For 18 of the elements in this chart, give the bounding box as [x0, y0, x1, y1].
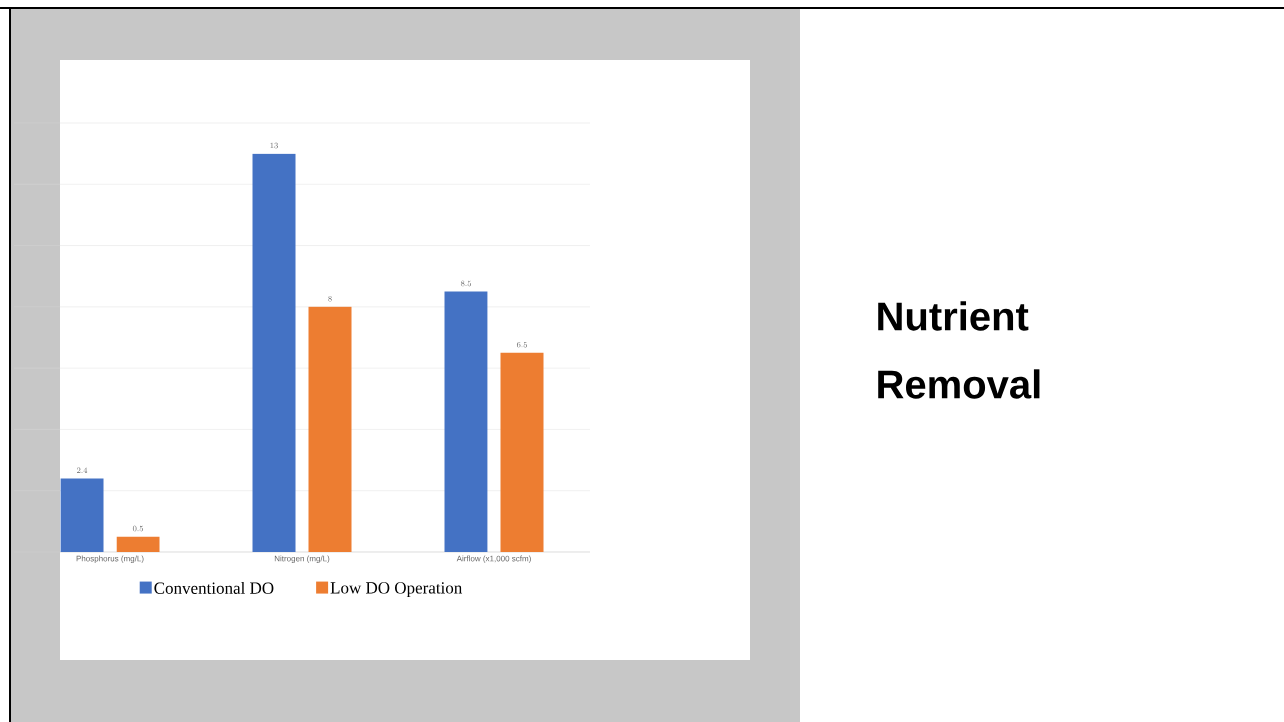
- bar: [116, 536, 160, 552]
- x-tick-label: Airflow (x1,000 scfm): [456, 555, 531, 563]
- bar: [252, 153, 296, 552]
- data-label: 6.5: [516, 341, 527, 348]
- bar: [308, 306, 352, 552]
- text: Nutrient Removal: [878, 301, 1040, 399]
- data-label: 2.4: [77, 467, 88, 473]
- bar: [500, 352, 544, 552]
- bar: [444, 291, 488, 552]
- data-label: 13: [270, 142, 278, 149]
- legend-label: Conventional DO: [154, 581, 274, 594]
- data-label: 0.5: [132, 525, 143, 532]
- x-tick-label: Nitrogen (mg/L): [274, 555, 330, 563]
- data-label: 8: [328, 296, 332, 302]
- bar: [60, 478, 104, 552]
- legend-label: Low DO Operation: [330, 582, 463, 598]
- x-tick-label: Phosphorus (mg/L): [76, 555, 144, 563]
- data-label: 8.5: [460, 280, 471, 287]
